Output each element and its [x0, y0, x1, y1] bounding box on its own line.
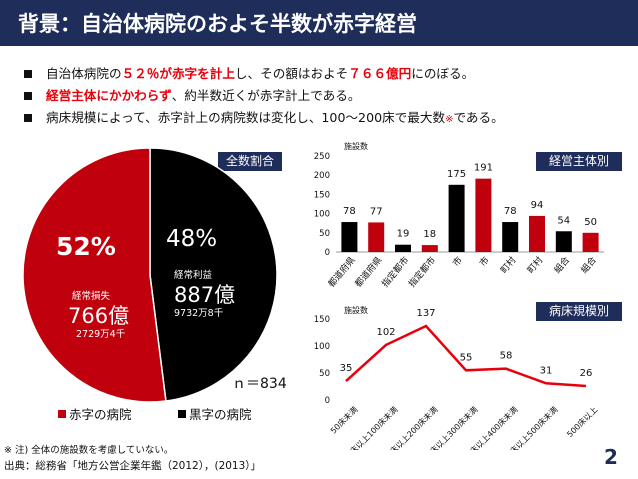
bullet-square-icon [24, 114, 32, 122]
bar-ytick-label: 150 [314, 190, 330, 200]
bullet-3-pre: 病床規模によって、赤字計上の病院数は変化し、100〜200床で最大数 [46, 110, 446, 125]
bar [368, 222, 385, 252]
line-value-label: 31 [540, 365, 553, 376]
pie-profit-percent: 48% [166, 226, 218, 252]
bar [555, 231, 572, 252]
bar [502, 222, 519, 252]
bullet-item-2: 経営主体にかかわらず、約半数近くが赤字計上である。 [24, 85, 624, 107]
bullet-1-highlight: ５２％が赤字を計上 [121, 66, 235, 81]
bullet-3-note-mark: ※ [445, 114, 454, 125]
line-value-label: 26 [580, 368, 593, 379]
bar [475, 178, 492, 252]
bar-value-label: 94 [531, 200, 544, 211]
bar-category-label: 都道府県 [325, 254, 357, 289]
bar-category-label: 市 [477, 254, 492, 269]
pie-loss-label: 経常損失 [72, 291, 111, 302]
pie-profit-label: 経常利益 [174, 270, 213, 281]
bar-value-label: 175 [447, 169, 466, 180]
badge-by-bed-size: 病床規模別 [536, 302, 622, 321]
page-number: 2 [604, 445, 618, 469]
line-ytick-label: 0 [325, 396, 330, 406]
bar [529, 215, 545, 252]
line-value-label: 137 [416, 308, 435, 319]
bar-value-label: 191 [474, 163, 493, 174]
bullet-item-1: 自治体病院の５２％が赤字を計上し、その額はおよそ７６６億円にのぼる。 [24, 63, 624, 85]
line-value-label: 35 [340, 363, 353, 374]
bar-category-label: 町村 [498, 254, 519, 276]
bar-ytick-label: 50 [319, 229, 330, 239]
bar [341, 222, 358, 252]
bar-ytick-label: 250 [314, 152, 330, 162]
bar-value-label: 77 [370, 206, 383, 217]
legend-loss-label: 赤字の病院 [69, 407, 132, 422]
bullet-2-highlight: 経営主体にかかわらず [46, 88, 172, 103]
legend-profit-label: 黒字の病院 [189, 407, 252, 422]
bullet-1-pre: 自治体病院の [46, 66, 122, 81]
bullet-3-post: である。 [453, 110, 504, 125]
title-bar: 背景：自治体病院のおよそ半数が赤字経営 [0, 0, 638, 46]
pie-loss-amount: 766億 [68, 304, 130, 328]
bullet-square-icon [24, 70, 32, 78]
bar-chart: 施設数 0 50 100 150 200 250 78 都道府県 77 都道府県 19 指定都市 18 指定… [314, 141, 604, 290]
line-series [345, 324, 587, 388]
line-ytick-label: 100 [314, 342, 330, 352]
bullet-1-post-2: にのぼる。 [411, 66, 475, 81]
pie-loss-percent: 52% [56, 232, 116, 261]
legend-black-swatch [178, 410, 186, 418]
bar [448, 184, 465, 252]
bar-category-label: 市 [450, 254, 465, 269]
bar-value-label: 18 [423, 229, 436, 240]
pie-slice-loss [22, 147, 167, 403]
bar-category-label: 指定都市 [379, 254, 411, 289]
line-ytick-label: 50 [319, 369, 330, 379]
bullet-1-highlight-2: ７６６億円 [348, 66, 412, 81]
line-chart: 施設数0501001503550床未満10250床以上100床未満137100床… [314, 305, 600, 450]
line-value-label: 58 [500, 351, 513, 362]
pie-slice-profit [149, 147, 278, 402]
bullet-square-icon [24, 92, 32, 100]
bar-value-label: 78 [504, 206, 517, 217]
bar-ylabel: 施設数 [344, 141, 368, 151]
bullet-1-post: し、その額はおよそ [234, 66, 349, 81]
bar-category-label: 組合 [551, 254, 572, 276]
legend-red-swatch [58, 410, 66, 418]
bar-ytick-label: 100 [314, 210, 330, 220]
line-value-label: 55 [460, 352, 473, 363]
pie-chart [22, 147, 278, 403]
line-ylabel: 施設数 [344, 305, 368, 315]
line-category-label: 50床未満 [328, 404, 359, 435]
bullet-2-post: 、約半数近くが赤字計上である。 [171, 88, 361, 103]
bar [421, 245, 438, 252]
badge-by-operator: 経営主体別 [536, 152, 622, 171]
line-value-label: 102 [376, 327, 395, 338]
bar-ytick-label: 200 [314, 171, 330, 181]
legend-loss: 赤字の病院 [58, 404, 132, 423]
bar-value-label: 50 [584, 217, 597, 228]
sample-size-label: ｎ＝834 [232, 376, 287, 392]
bar-value-label: 19 [397, 229, 410, 240]
pie-profit-amount: 887億 [174, 283, 236, 307]
badge-all-ratio: 全数割合 [218, 152, 282, 171]
bar-ytick-label: 0 [325, 248, 330, 258]
pie-profit-sub: 9732万8千 [174, 308, 224, 319]
bar [582, 232, 599, 252]
bar-category-label: 指定都市 [406, 254, 438, 289]
pie-loss-sub: 2729万4千 [76, 329, 126, 340]
bullet-item-3: 病床規模によって、赤字計上の病院数は変化し、100〜200床で最大数※である。 [24, 107, 624, 129]
bar-value-label: 54 [557, 215, 570, 226]
bar-category-label: 町村 [525, 254, 546, 276]
line-category-label: 500床以上 [565, 404, 600, 439]
footnote: ※ 注) 全体の施設数を考慮していない。 [4, 445, 174, 456]
bar [395, 244, 411, 252]
source-citation: 出典：総務省「地方公営企業年鑑（2012），(2013）」 [4, 460, 262, 472]
bullet-list: 自治体病院の５２％が赤字を計上し、その額はおよそ７６６億円にのぼる。 経営主体に… [24, 63, 624, 129]
line-ytick-label: 150 [314, 315, 330, 325]
bar-category-label: 組合 [578, 254, 599, 276]
bar-value-label: 78 [343, 206, 356, 217]
legend-profit: 黒字の病院 [178, 404, 252, 423]
page-title: 背景：自治体病院のおよそ半数が赤字経営 [18, 12, 417, 36]
bar-category-label: 都道府県 [352, 254, 384, 289]
